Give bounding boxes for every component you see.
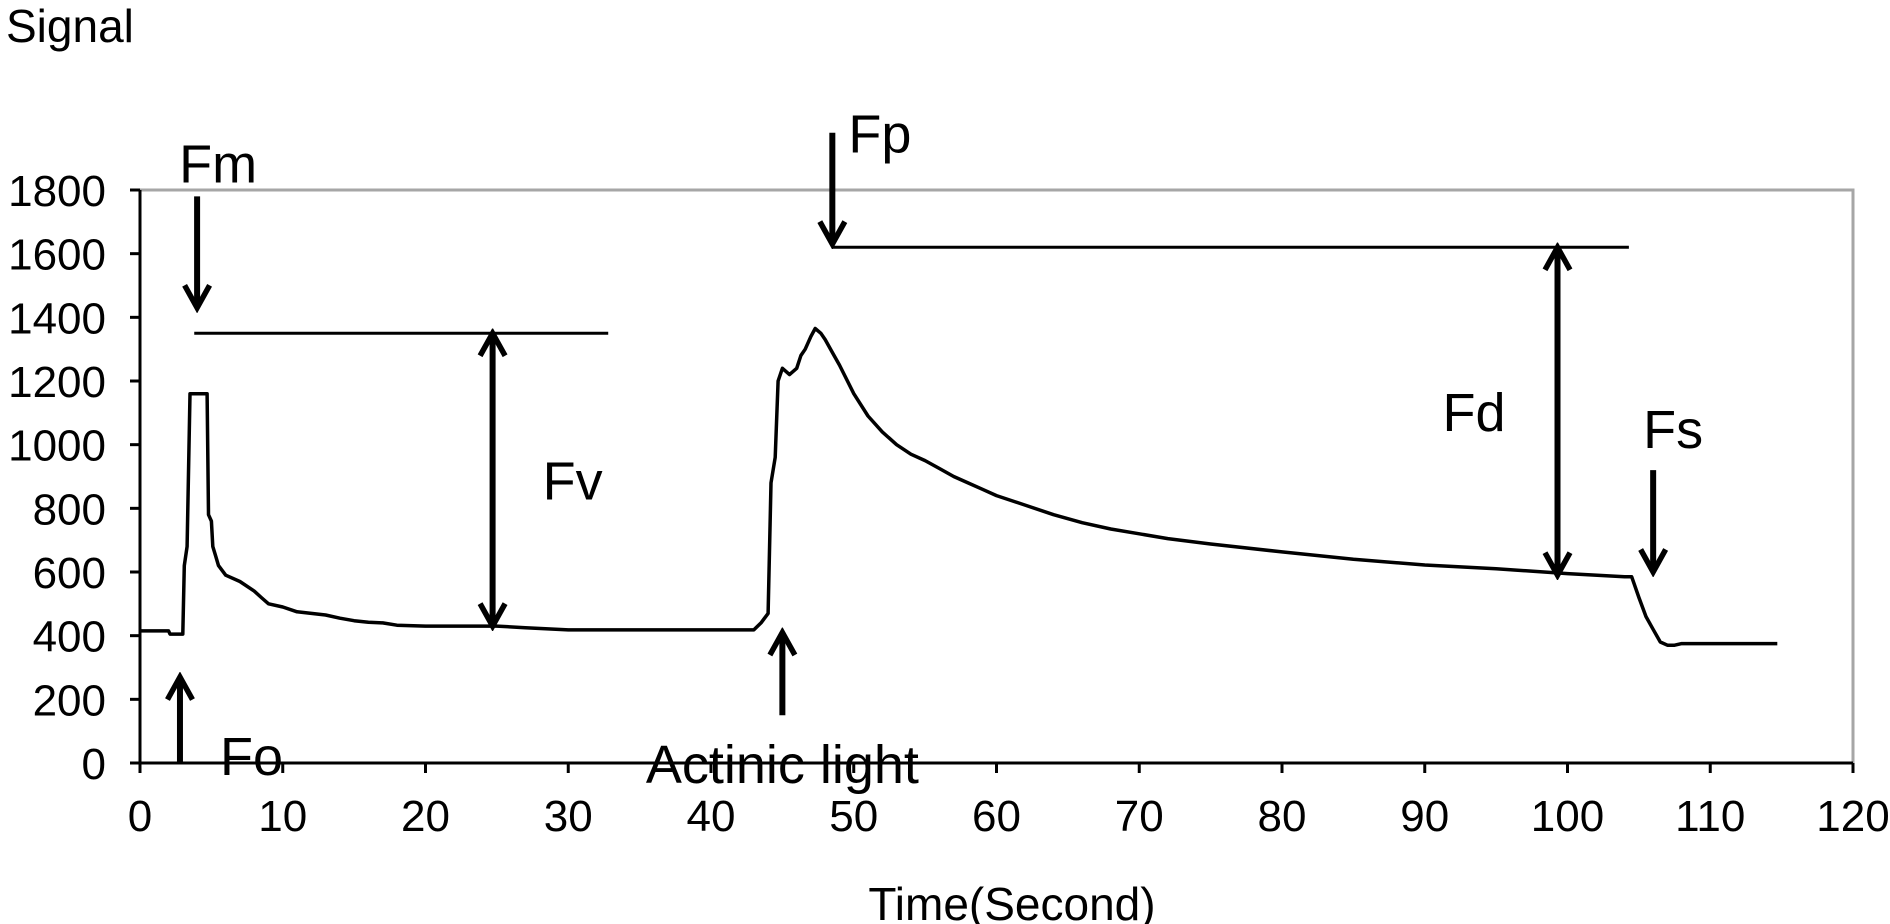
x-tick-label: 90 <box>1400 792 1449 841</box>
annotation-label-fv: Fv <box>543 452 603 512</box>
reference-lines <box>194 245 1629 335</box>
axes: 0 200 400 600 800 1000 1200 1400 1600 1800 0 10 20 30… <box>8 167 1890 841</box>
y-tick-label: 600 <box>33 549 106 598</box>
x-tick-label: 120 <box>1816 792 1889 841</box>
x-tick-label: 0 <box>128 792 152 841</box>
annotation-label-fo: Fo <box>220 727 283 787</box>
x-tick-label: 30 <box>544 792 593 841</box>
series-layer <box>140 326 1778 647</box>
annotations: Fm Fp Fo Actinic light Fs Fv Fd <box>179 105 1703 795</box>
x-tick-label: 40 <box>687 792 736 841</box>
y-tick-label: 1600 <box>8 231 106 280</box>
series-line-0 <box>140 326 1778 647</box>
annotation-label-fd: Fd <box>1442 383 1505 443</box>
x-tick-label: 60 <box>972 792 1021 841</box>
y-tick-label: 200 <box>33 676 106 725</box>
y-tick-label: 1200 <box>8 358 106 407</box>
x-tick-label: 110 <box>1675 792 1745 841</box>
plot-area-frame <box>138 188 1855 765</box>
y-axis-title: Signal <box>6 0 134 52</box>
annotation-label-fp: Fp <box>848 105 911 165</box>
annotation-label-fs: Fs <box>1643 400 1703 460</box>
y-tick-label: 1800 <box>8 167 106 216</box>
y-tick-label: 800 <box>33 485 106 534</box>
x-tick-label: 10 <box>258 792 307 841</box>
x-tick-label: 20 <box>401 792 450 841</box>
x-axis-title: Time(Second) <box>868 878 1155 924</box>
x-tick-label: 80 <box>1258 792 1307 841</box>
x-tick-label: 70 <box>1115 792 1164 841</box>
y-tick-label: 1400 <box>8 294 106 343</box>
annotation-label-fm: Fm <box>179 134 257 194</box>
annotation-label-actinic-light: Actinic light <box>646 735 919 795</box>
y-tick-label: 0 <box>82 740 106 789</box>
y-tick-label: 400 <box>33 613 106 662</box>
x-tick-label: 100 <box>1531 792 1604 841</box>
x-tick-label: 50 <box>829 792 878 841</box>
y-tick-label: 1000 <box>8 422 106 471</box>
